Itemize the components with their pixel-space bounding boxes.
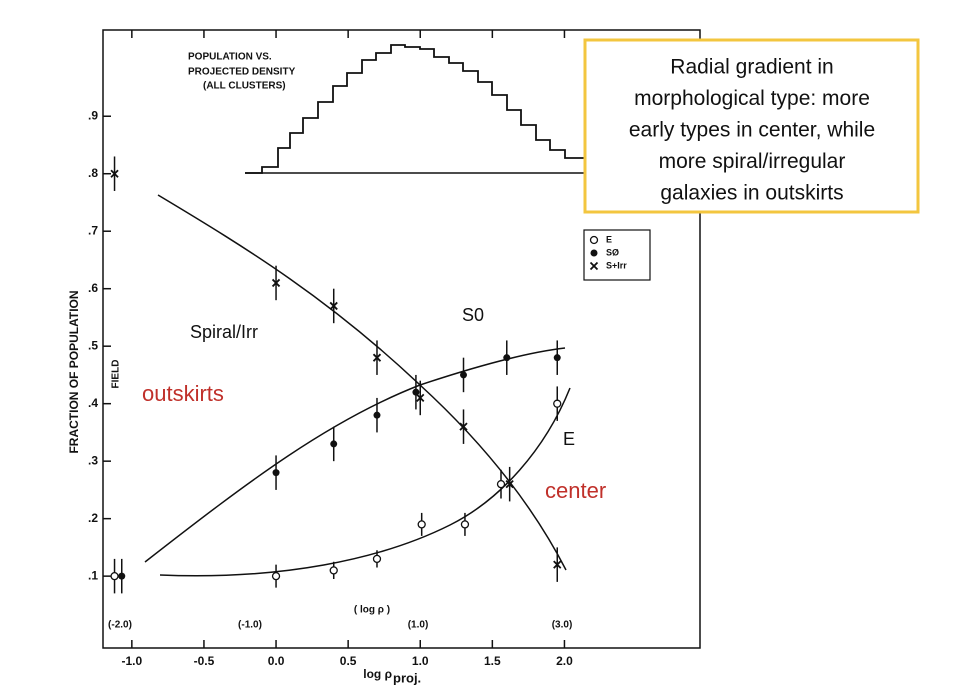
callout-text: Radial gradient in (670, 56, 833, 79)
top-axis-label: (-2.0) (108, 620, 132, 631)
inset-title: POPULATION VS. (188, 52, 272, 63)
top-axis-label: (-1.0) (238, 620, 262, 631)
point (330, 440, 338, 448)
callout-text: more spiral/irregular (659, 150, 846, 173)
field-label: FIELD (111, 360, 122, 389)
legend-marker (590, 249, 598, 257)
point (329, 566, 338, 575)
point (417, 520, 426, 529)
annotation: S0 (462, 305, 484, 325)
point (459, 422, 468, 431)
point (110, 571, 119, 581)
callout-text: morphological type: more (634, 87, 870, 110)
point (271, 571, 281, 581)
point (553, 354, 561, 362)
fit-curve (157, 194, 567, 571)
point (110, 169, 119, 178)
point (372, 353, 382, 362)
point (372, 554, 382, 564)
x-tick-label: 0.5 (340, 654, 357, 668)
y-tick-label: .8 (88, 166, 98, 180)
y-tick-label: .3 (88, 453, 98, 467)
callout-text: galaxies in outskirts (660, 182, 843, 205)
callout-box (583, 38, 920, 214)
callout-text: early types in center, while (629, 119, 875, 142)
legend: E SØ S+Irr (589, 234, 627, 271)
annotation: E (563, 429, 575, 449)
point (329, 301, 338, 311)
y-tick-label: .2 (88, 511, 98, 525)
y-tick-label: .9 (88, 108, 98, 122)
callout: Radial gradient in morphological type: mo… (629, 56, 875, 205)
annotation: Spiral/Irr (190, 322, 258, 342)
fit-curve (144, 347, 566, 563)
point (460, 371, 468, 379)
x-axis-label-sub: proj. (393, 670, 421, 685)
y-tick-label: .1 (88, 568, 98, 582)
y-tick-label: .7 (88, 223, 98, 237)
point (272, 469, 280, 477)
histogram-inset (245, 44, 585, 174)
y-tick-label: .4 (88, 396, 98, 410)
inset-title: PROJECTED DENSITY (188, 67, 296, 78)
point (271, 278, 281, 288)
x-tick-label: 1.5 (484, 654, 501, 668)
x-tick-label: -1.0 (121, 654, 142, 668)
legend-label: S+Irr (606, 260, 627, 270)
point (505, 480, 514, 489)
top-axis-label: (1.0) (408, 620, 429, 631)
point (553, 560, 562, 569)
point (553, 399, 562, 408)
legend-box (583, 229, 651, 281)
point (416, 393, 425, 403)
point (118, 572, 126, 580)
x-axis-label: log ρ (363, 667, 392, 681)
x-tick-label: 2.0 (556, 654, 573, 668)
point (496, 480, 506, 489)
plot-frame (102, 29, 701, 649)
fit-curve (159, 387, 571, 577)
legend-label: E (606, 234, 612, 244)
point (412, 388, 420, 396)
top-axis-label: (3.0) (552, 620, 573, 631)
legend-label: SØ (606, 247, 619, 257)
legend-marker (589, 235, 599, 245)
y-tick-label: .6 (88, 281, 98, 295)
x-tick-label: 0.0 (268, 654, 285, 668)
x-tick-label: 1.0 (412, 654, 429, 668)
y-tick-label: .5 (88, 338, 98, 352)
inset-title: (ALL CLUSTERS) (203, 81, 286, 92)
point (460, 520, 470, 529)
legend-marker (589, 261, 599, 271)
annotation: outskirts (142, 381, 224, 406)
top-axis-title: ( log ρ ) (354, 605, 390, 616)
point (373, 411, 381, 419)
point (503, 354, 511, 362)
annotation: center (545, 478, 606, 503)
x-tick-label: -0.5 (194, 654, 215, 668)
y-axis-label: FRACTION OF POPULATION (67, 290, 81, 453)
